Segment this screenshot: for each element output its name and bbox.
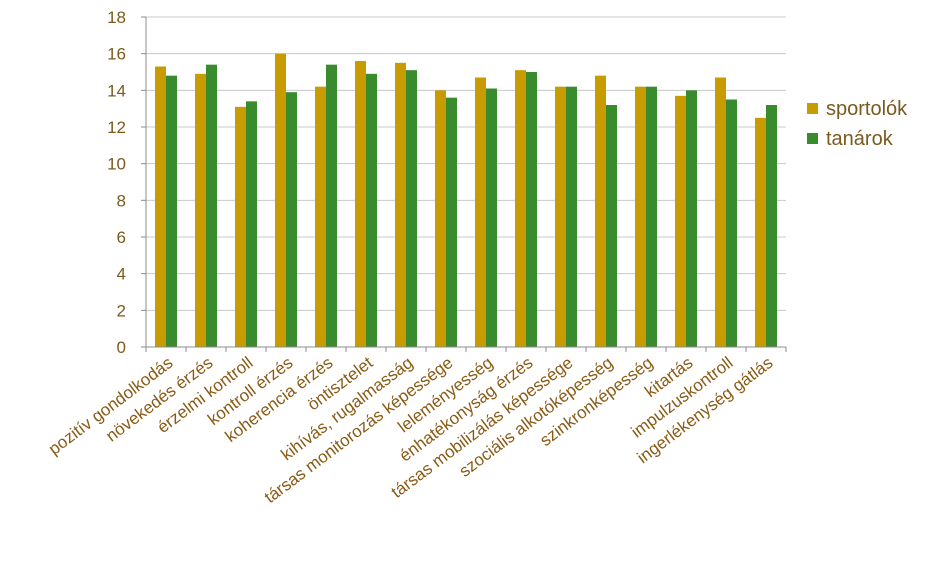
bar-tanarok [246, 101, 257, 347]
bar-sportolok [155, 66, 166, 347]
y-tick-label: 8 [117, 191, 126, 210]
bar-sportolok [315, 86, 326, 348]
bar-tanarok [726, 99, 737, 347]
legend-label: tanárok [826, 128, 894, 150]
y-tick-labels: 0 2 4 6 8 10 12 14 16 18 [107, 8, 126, 357]
y-tick-label: 6 [117, 228, 126, 247]
bar-sportolok [355, 61, 366, 347]
bar-tanarok [446, 97, 457, 348]
bar-sportolok [395, 62, 406, 347]
legend-label: sportolók [826, 98, 908, 120]
legend-swatch [807, 103, 818, 114]
bar-tanarok [646, 86, 657, 348]
bar-sportolok [555, 86, 566, 348]
bar-tanarok [606, 105, 617, 347]
bar-sportolok [475, 77, 486, 347]
bar-sportolok [635, 86, 646, 348]
legend-swatch [807, 133, 818, 144]
bar-sportolok [235, 106, 246, 347]
bar-tanarok [166, 75, 177, 348]
y-tick-label: 12 [107, 118, 126, 137]
y-tick-label: 4 [117, 265, 126, 284]
y-tick-label: 16 [107, 45, 126, 64]
bar-tanarok [326, 64, 337, 348]
bar-sportolok [675, 95, 686, 347]
axes [141, 16, 787, 352]
bar-tanarok [406, 70, 417, 348]
bar-tanarok [286, 92, 297, 348]
bars [155, 53, 777, 348]
bar-tanarok [766, 105, 777, 347]
bar-tanarok [206, 64, 217, 348]
bar-sportolok [595, 75, 606, 348]
bar-sportolok [435, 90, 446, 347]
legend: sportolók tanárok [807, 98, 908, 150]
y-tick-label: 0 [117, 338, 126, 357]
bar-sportolok [515, 70, 526, 348]
y-tick-label: 14 [107, 81, 126, 100]
bar-sportolok [755, 117, 766, 347]
y-tick-label: 2 [117, 301, 126, 320]
bar-tanarok [366, 73, 377, 347]
bar-sportolok [195, 73, 206, 347]
y-tick-label: 10 [107, 155, 126, 174]
bar-tanarok [486, 88, 497, 347]
bar-tanarok [566, 86, 577, 348]
bar-tanarok [526, 72, 537, 347]
bar-sportolok [275, 53, 286, 348]
bar-sportolok [715, 77, 726, 347]
y-tick-label: 18 [107, 8, 126, 27]
bar-tanarok [686, 90, 697, 347]
